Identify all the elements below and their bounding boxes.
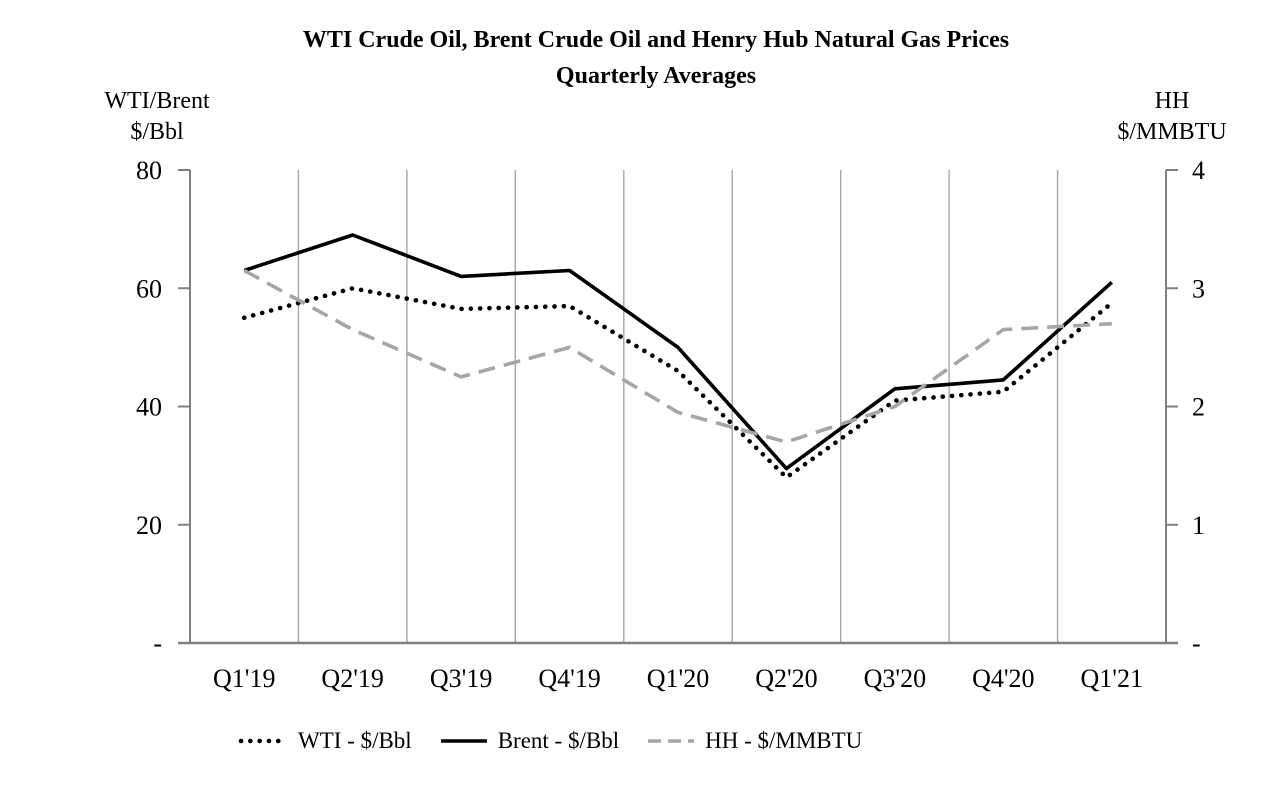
left-axis-tick-label: 80 xyxy=(136,156,162,185)
legend-item-brent: Brent - $/Bbl xyxy=(438,726,619,756)
left-axis-tick-label: 60 xyxy=(136,274,162,303)
series-line-brent xyxy=(243,233,1114,471)
brent-solid-line-swatch xyxy=(440,739,487,743)
hh-dashed-line-swatch xyxy=(648,739,695,743)
legend-label-brent: Brent - $/Bbl xyxy=(497,728,620,753)
right-axis-unit-line1: HH xyxy=(1154,88,1190,114)
x-axis-label: Q1'19 xyxy=(213,664,275,693)
left-axis-unit-label: WTI/Brent $/Bbl xyxy=(60,86,254,148)
legend-label-hh: HH - $/MMBTU xyxy=(705,728,863,753)
chart-legend: WTI - $/Bbl Brent - $/Bbl HH - $/MMBTU xyxy=(238,722,862,760)
chart-title: WTI Crude Oil, Brent Crude Oil and Henry… xyxy=(30,22,1282,94)
legend-item-hh: HH - $/MMBTU xyxy=(645,726,862,756)
x-axis-label: Q2'19 xyxy=(321,664,383,693)
legend-label-wti: WTI - $/Bbl xyxy=(298,728,412,753)
right-axis-tick-label: 3 xyxy=(1192,274,1205,303)
x-axis-label: Q4'20 xyxy=(972,664,1034,693)
series-line-wti xyxy=(241,285,1115,480)
x-axis-label: Q2'20 xyxy=(755,664,817,693)
right-axis-tick-label: 1 xyxy=(1192,511,1205,540)
left-axis-tick-label: 40 xyxy=(136,393,162,422)
x-axis-label: Q1'21 xyxy=(1081,664,1143,693)
right-axis-tick-label: 4 xyxy=(1192,156,1205,185)
chart-title-line1: WTI Crude Oil, Brent Crude Oil and Henry… xyxy=(302,27,1010,53)
left-axis-unit-line1: WTI/Brent xyxy=(104,88,210,114)
right-axis-unit-line2: $/MMBTU xyxy=(1117,119,1227,145)
x-axis-label: Q3'19 xyxy=(430,664,492,693)
series-line-hh xyxy=(243,268,1112,444)
wti-dotted-line-swatch xyxy=(238,738,290,744)
chart-title-line2: Quarterly Averages xyxy=(555,63,757,89)
right-axis-tick-label: - xyxy=(1192,629,1201,658)
x-axis-label: Q4'19 xyxy=(538,664,600,693)
legend-item-wti: WTI - $/Bbl xyxy=(238,726,412,756)
left-axis-unit-line2: $/Bbl xyxy=(130,119,184,145)
left-axis-tick-label: 20 xyxy=(136,511,162,540)
x-axis-label: Q1'20 xyxy=(647,664,709,693)
right-axis-unit-label: HH $/MMBTU xyxy=(1077,86,1267,148)
x-axis-label: Q3'20 xyxy=(864,664,926,693)
left-axis-tick-label: - xyxy=(153,629,162,658)
right-axis-tick-label: 2 xyxy=(1192,393,1205,422)
